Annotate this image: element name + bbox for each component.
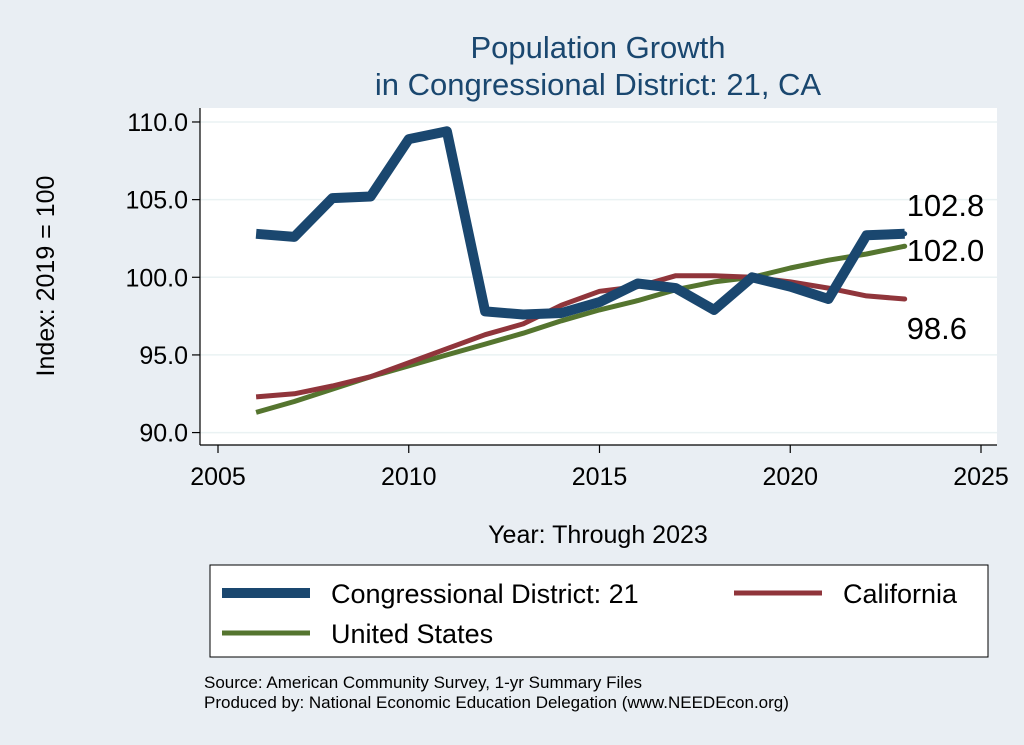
end-labels: 102.8 98.6 102.0 — [907, 188, 985, 346]
series-line-congressional-district-21 — [255, 126, 905, 320]
chart-title-line-2: in Congressional District: 21, CA — [375, 67, 822, 102]
series-end-point-congressional-district-21 — [902, 231, 908, 237]
legend-label-united-states: United States — [331, 619, 493, 649]
axes: 90.0 95.0 100.0 105.0 110.0 2005 2010 2015 2020 2… — [125, 108, 1009, 491]
y-tick-label-105: 105.0 — [125, 187, 188, 215]
series-end-point-united-states — [902, 243, 908, 249]
end-label-congressional-district-21: 102.8 — [907, 188, 985, 223]
source-note: Source: American Community Survey, 1-yr … — [204, 673, 642, 692]
x-tick-label-2020: 2020 — [762, 463, 818, 491]
series-end-point-california — [902, 296, 908, 302]
series-line-california — [255, 273, 905, 400]
x-axis-title: Year: Through 2023 — [488, 521, 708, 549]
legend-label-district: Congressional District: 21 — [331, 579, 639, 609]
produced-by-note: Produced by: National Economic Education… — [204, 693, 789, 712]
series-lines — [255, 126, 908, 415]
end-label-united-states: 102.0 — [907, 233, 985, 268]
y-tick-label-90: 90.0 — [139, 420, 188, 448]
end-label-california: 98.6 — [907, 311, 967, 346]
x-tick-label-2025: 2025 — [953, 463, 1009, 491]
y-axis-title: Index: 2019 = 100 — [32, 176, 60, 377]
x-tick-label-2015: 2015 — [572, 463, 628, 491]
x-tick-label-2005: 2005 — [190, 463, 246, 491]
x-tick-label-2010: 2010 — [381, 463, 437, 491]
y-tick-label-110: 110.0 — [127, 109, 188, 137]
legend-label-california: California — [843, 579, 958, 609]
legend-box — [209, 564, 989, 658]
legend: Congressional District: 21 California Un… — [209, 564, 989, 658]
chart-title-line-1: Population Growth — [470, 30, 725, 65]
y-tick-label-95: 95.0 — [139, 342, 188, 370]
y-tick-label-100: 100.0 — [125, 264, 188, 292]
